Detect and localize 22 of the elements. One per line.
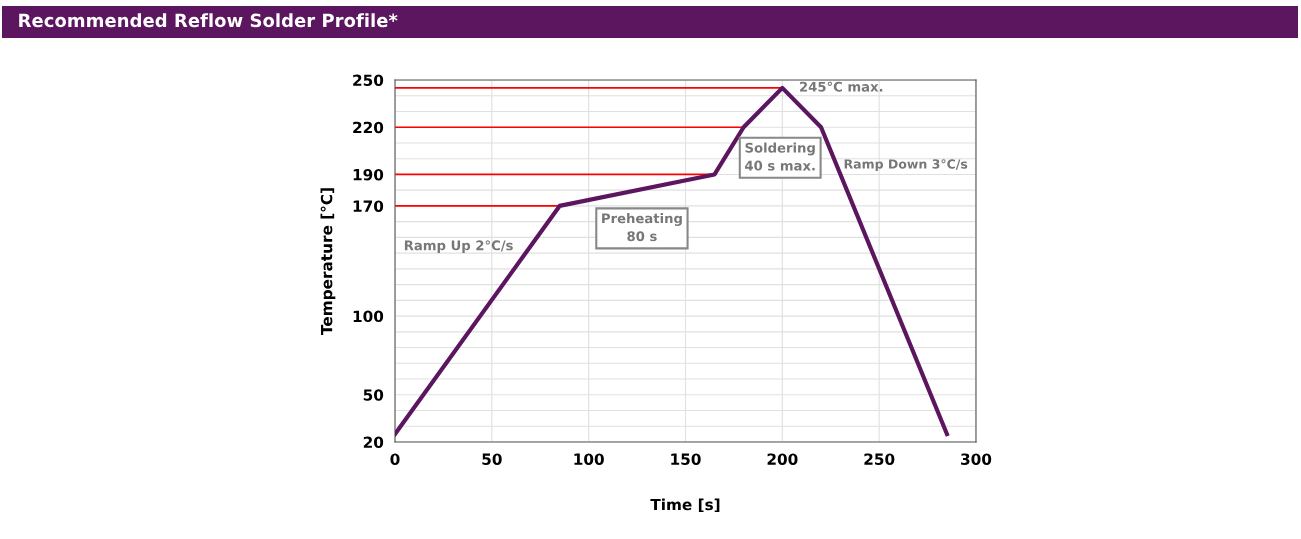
text: Recommended Reflow Solder Profile* [19,13,398,28]
y-tick-label: 100 [353,310,384,323]
y-tick-label: 220 [353,121,384,134]
x-tick-label: 150 [671,453,701,465]
y-tick-label: 250 [353,74,384,87]
annotation: 245°C max. [800,81,883,92]
annotation: Ramp Up 2°C/s [404,240,513,253]
y-tick-label: 20 [363,436,384,449]
y-axis-title: Temperature [°C] [320,188,336,335]
x-tick-label: 100 [574,453,604,465]
annotation: Preheating 80 s [602,213,682,242]
annotation: Soldering 40 s max. [745,142,815,171]
x-tick-label: 250 [864,453,895,465]
x-tick-label: 200 [767,453,798,465]
y-tick-label: 50 [363,389,384,401]
y-tick-label: 190 [353,168,384,181]
annotation: Ramp Down 3°C/s [844,159,968,172]
x-tick-label: 50 [482,453,502,465]
x-tick-label: 300 [961,453,992,465]
x-tick-label: 0 [390,453,400,465]
x-axis-title: Time [s] [650,498,720,513]
y-tick-label: 170 [353,200,384,212]
